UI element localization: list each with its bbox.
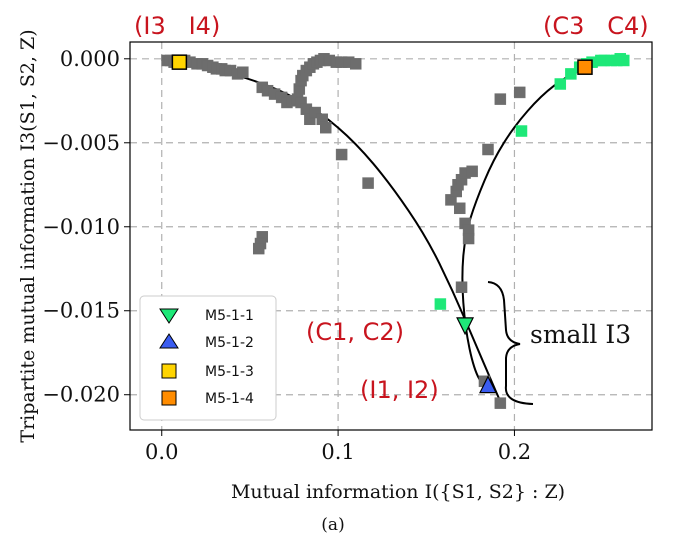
- data-point: [513, 86, 526, 99]
- figure-caption: (a): [321, 515, 344, 535]
- data-points: [161, 53, 630, 409]
- legend-label: M5-1-3: [205, 364, 254, 380]
- annotation-i3-i4: (I3 I4): [134, 12, 220, 40]
- data-point: [462, 232, 475, 245]
- axis-ticks: 0.0 0.1 0.2 0.000 −0.005 −0.010 −0.015 −0.020: [42, 47, 531, 464]
- legend-item-m5-1-2: M5-1-2: [159, 333, 254, 351]
- data-point-m5-1-4: [577, 59, 593, 75]
- legend-marker-triangle-up: [159, 333, 179, 349]
- data-point: [515, 125, 528, 137]
- data-point: [309, 106, 321, 119]
- annotation-c3-c4: (C3 C4): [543, 12, 649, 40]
- data-point-m5-1-2: [479, 375, 497, 394]
- y-tick-label: −0.010: [42, 215, 120, 239]
- data-point: [454, 202, 466, 215]
- data-point: [494, 93, 507, 105]
- y-tick-label: −0.020: [42, 383, 120, 407]
- legend-item-m5-1-4: M5-1-4: [161, 390, 254, 407]
- plot-frame: [129, 41, 653, 431]
- legend-label: M5-1-1: [205, 308, 254, 324]
- y-tick-label: 0.000: [60, 47, 120, 71]
- data-point: [482, 143, 494, 156]
- data-point: [618, 54, 630, 67]
- data-point: [434, 298, 447, 310]
- legend-marker-triangle-down: [159, 308, 179, 324]
- data-point: [362, 177, 374, 189]
- data-point: [565, 68, 577, 80]
- legend-box: [139, 295, 277, 421]
- annotation-small-i3: small I3: [530, 320, 631, 349]
- legend-label: M5-1-4: [205, 391, 254, 407]
- curly-brace: [487, 281, 534, 405]
- data-point: [252, 242, 265, 255]
- data-point: [349, 58, 362, 70]
- data-point: [494, 397, 507, 409]
- annotation-c1-c2: (C1, C2): [306, 318, 404, 346]
- x-axis-title: Mutual information I({S1, S2} : Z): [231, 481, 565, 503]
- data-point: [320, 121, 332, 134]
- legend-label: M5-1-2: [205, 335, 254, 351]
- data-point: [466, 165, 478, 178]
- data-point: [455, 281, 468, 293]
- x-tick-label: 0.2: [498, 440, 531, 464]
- data-point-m5-1-3: [171, 54, 188, 70]
- annotation-i1-i2: (I1, I2): [360, 376, 439, 404]
- x-tick-label: 0.0: [145, 440, 178, 464]
- data-point-m5-1-1: [456, 317, 475, 336]
- legend: M5-1-1 M5-1-2 M5-1-3 M5-1-4: [139, 295, 277, 421]
- legend-marker-square-orange: [161, 390, 177, 406]
- legend-item-m5-1-1: M5-1-1: [159, 308, 254, 324]
- y-tick-label: −0.005: [42, 131, 120, 155]
- y-axis-title: Tripartite mutual information I3(S1, S2,…: [17, 29, 39, 442]
- legend-marker-square-yellow: [161, 363, 177, 379]
- data-point: [554, 78, 567, 90]
- y-tick-label: −0.015: [42, 299, 120, 323]
- data-point: [237, 66, 249, 78]
- legend-item-m5-1-3: M5-1-3: [161, 363, 254, 380]
- data-point: [335, 148, 348, 161]
- x-tick-label: 0.1: [321, 440, 354, 464]
